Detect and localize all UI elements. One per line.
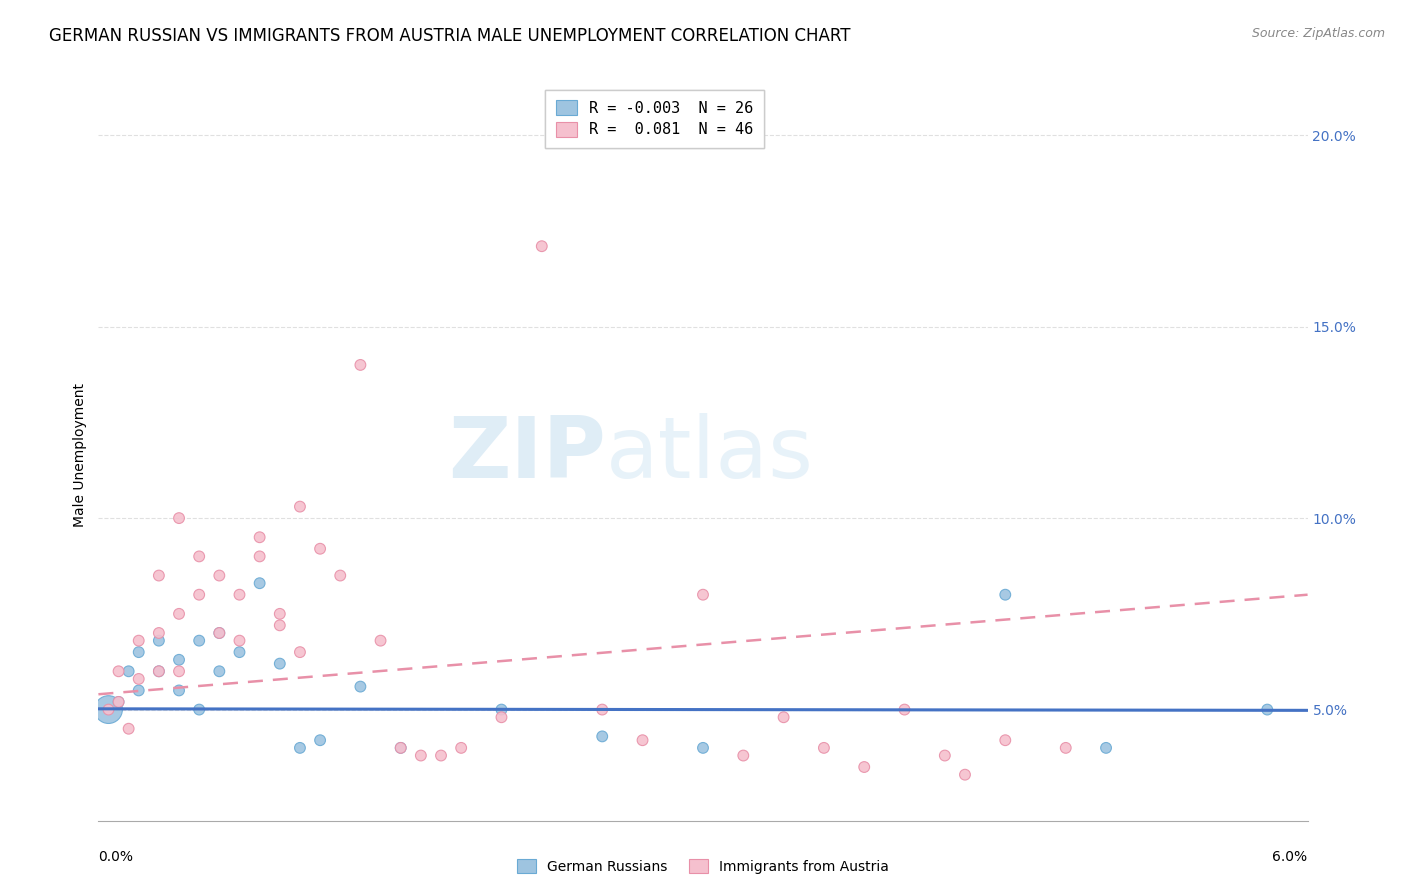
- Point: [128, 672, 150, 686]
- Point: [208, 568, 231, 582]
- Text: atlas: atlas: [606, 413, 814, 497]
- Point: [269, 618, 291, 632]
- Point: [97, 702, 120, 716]
- Point: [692, 588, 714, 602]
- Point: [389, 740, 412, 755]
- Point: [148, 665, 170, 679]
- Point: [228, 588, 250, 602]
- Legend: R = -0.003  N = 26, R =  0.081  N = 46: R = -0.003 N = 26, R = 0.081 N = 46: [546, 89, 765, 148]
- Point: [208, 626, 231, 640]
- Point: [288, 740, 311, 755]
- Point: [994, 733, 1017, 747]
- Point: [772, 710, 794, 724]
- Legend: German Russians, Immigrants from Austria: German Russians, Immigrants from Austria: [510, 853, 896, 880]
- Point: [491, 710, 513, 724]
- Point: [128, 683, 150, 698]
- Point: [208, 665, 231, 679]
- Point: [148, 665, 170, 679]
- Text: 6.0%: 6.0%: [1272, 850, 1308, 863]
- Point: [1054, 740, 1077, 755]
- Point: [128, 645, 150, 659]
- Point: [430, 748, 453, 763]
- Point: [934, 748, 956, 763]
- Point: [269, 607, 291, 621]
- Point: [128, 633, 150, 648]
- Point: [491, 702, 513, 716]
- Point: [349, 358, 371, 372]
- Text: GERMAN RUSSIAN VS IMMIGRANTS FROM AUSTRIA MALE UNEMPLOYMENT CORRELATION CHART: GERMAN RUSSIAN VS IMMIGRANTS FROM AUSTRI…: [49, 27, 851, 45]
- Text: 0.0%: 0.0%: [98, 850, 134, 863]
- Point: [167, 607, 190, 621]
- Point: [692, 740, 714, 755]
- Point: [733, 748, 755, 763]
- Point: [409, 748, 432, 763]
- Point: [249, 530, 271, 544]
- Point: [107, 695, 129, 709]
- Y-axis label: Male Unemployment: Male Unemployment: [73, 383, 87, 527]
- Point: [994, 588, 1017, 602]
- Point: [269, 657, 291, 671]
- Point: [167, 653, 190, 667]
- Point: [349, 680, 371, 694]
- Point: [97, 702, 120, 716]
- Point: [249, 576, 271, 591]
- Point: [228, 645, 250, 659]
- Point: [1095, 740, 1118, 755]
- Point: [148, 568, 170, 582]
- Point: [148, 633, 170, 648]
- Point: [228, 633, 250, 648]
- Point: [309, 541, 332, 556]
- Point: [249, 549, 271, 564]
- Point: [309, 733, 332, 747]
- Point: [188, 633, 211, 648]
- Point: [188, 702, 211, 716]
- Point: [148, 626, 170, 640]
- Point: [591, 730, 613, 744]
- Point: [813, 740, 835, 755]
- Point: [107, 695, 129, 709]
- Point: [1256, 702, 1278, 716]
- Point: [167, 511, 190, 525]
- Point: [188, 549, 211, 564]
- Point: [389, 740, 412, 755]
- Text: Source: ZipAtlas.com: Source: ZipAtlas.com: [1251, 27, 1385, 40]
- Point: [893, 702, 915, 716]
- Point: [118, 722, 141, 736]
- Point: [118, 665, 141, 679]
- Point: [450, 740, 472, 755]
- Point: [953, 767, 976, 781]
- Point: [167, 683, 190, 698]
- Point: [208, 626, 231, 640]
- Point: [188, 588, 211, 602]
- Point: [329, 568, 352, 582]
- Point: [370, 633, 392, 648]
- Point: [853, 760, 876, 774]
- Point: [288, 645, 311, 659]
- Point: [591, 702, 613, 716]
- Text: ZIP: ZIP: [449, 413, 606, 497]
- Point: [530, 239, 553, 253]
- Point: [167, 665, 190, 679]
- Point: [107, 665, 129, 679]
- Point: [288, 500, 311, 514]
- Point: [631, 733, 654, 747]
